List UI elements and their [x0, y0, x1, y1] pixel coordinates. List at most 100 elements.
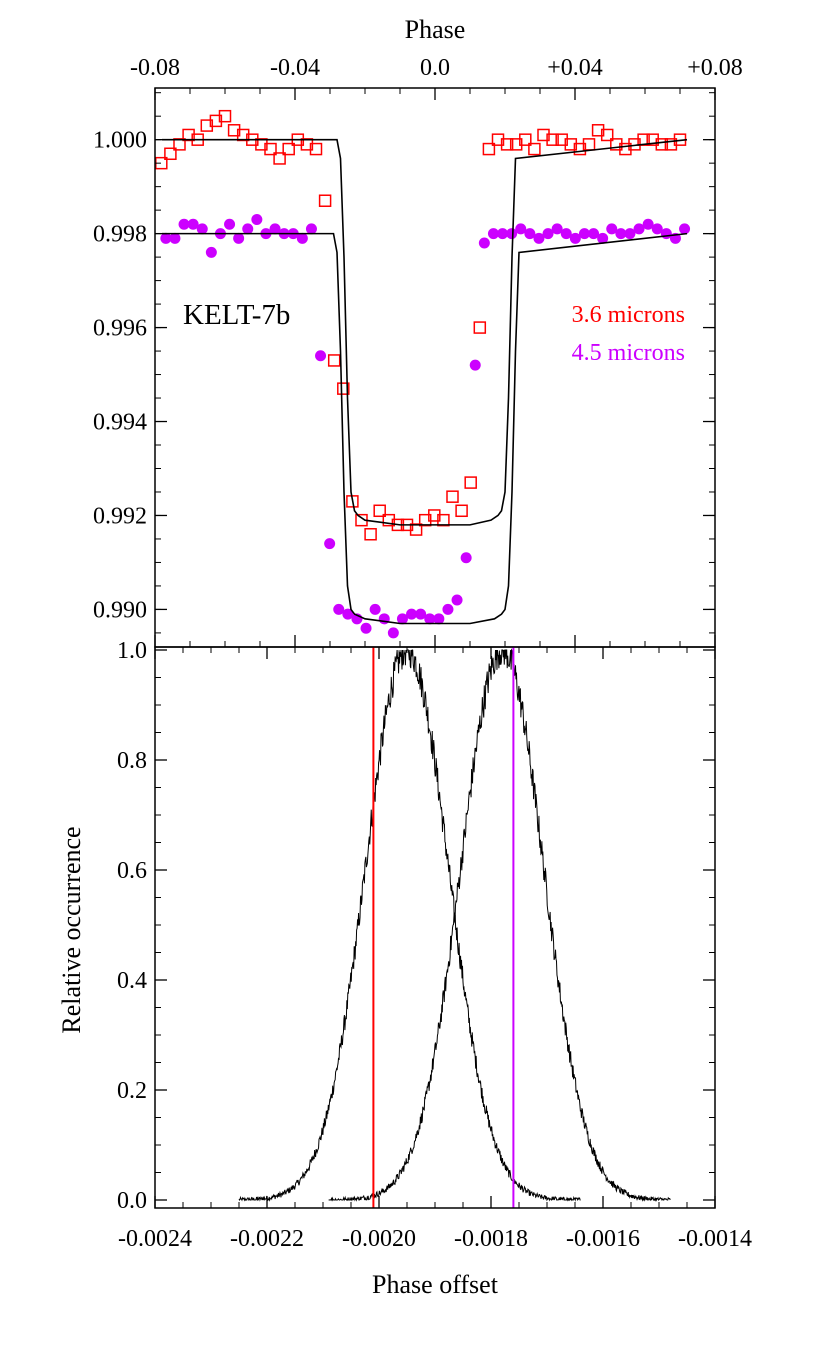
phase-offset-histogram — [328, 648, 671, 1202]
bottom-plot-frame — [154, 646, 716, 1209]
data-point-3-6-microns — [655, 138, 669, 151]
data-point-3-6-microns — [382, 513, 396, 527]
data-point-4-5-microns — [315, 350, 327, 362]
data-point-3-6-microns — [564, 138, 578, 151]
data-point-4-5-microns — [178, 218, 190, 230]
data-point-4-5-microns — [296, 232, 308, 244]
data-point-4-5-microns — [187, 218, 199, 230]
legend-entry-4-5-microns: 4.5 microns — [572, 340, 685, 366]
y-tick-label: 0.4 — [117, 968, 147, 994]
data-point-3-6-microns — [428, 509, 441, 522]
data-point-3-6-microns — [482, 142, 496, 156]
data-point-3-6-microns — [555, 133, 568, 146]
data-point-4-5-microns — [424, 613, 436, 625]
data-point-4-5-microns — [533, 232, 545, 244]
data-point-3-6-microns — [337, 382, 350, 395]
data-point-4-5-microns — [679, 223, 691, 235]
transit-light-curve-panel: 1.000 0.998 0.996 0.994 0.992 0.990 -0.08 -0.04… — [93, 15, 743, 648]
data-point-4-5-microns — [469, 359, 481, 371]
data-point-4-5-microns — [442, 603, 454, 615]
x-tick-label: -0.0024 — [118, 1226, 192, 1252]
data-point-3-6-microns — [664, 138, 678, 151]
data-point-4-5-microns — [497, 228, 509, 240]
x-tick-label: +0.04 — [547, 55, 603, 81]
data-point-3-6-microns — [164, 147, 177, 161]
data-point-4-5-microns — [269, 223, 281, 235]
data-point-4-5-microns — [342, 608, 354, 620]
data-point-4-5-microns — [551, 223, 563, 235]
data-point-3-6-microns — [646, 133, 659, 146]
y-tick-label: 1.000 — [93, 128, 147, 154]
data-point-3-6-microns — [373, 504, 386, 518]
data-point-4-5-microns — [651, 223, 663, 235]
bottom-panel-axes: 0.0 0.2 0.4 0.6 0.8 1.0 -0.0024 -0.0022 -0.0020 -… — [117, 638, 752, 1252]
data-point-4-5-microns — [242, 223, 254, 235]
bottom-y-axis-label: Relative occurrence — [57, 826, 86, 1033]
data-point-3-6-microns — [409, 523, 423, 536]
histogram-series — [238, 647, 671, 1208]
x-tick-label: 0.0 — [420, 55, 450, 81]
y-tick-label: 0.998 — [93, 222, 147, 248]
data-point-3-6-microns — [364, 528, 377, 541]
top-x-axis-label: Phase — [405, 15, 466, 44]
data-point-4-5-microns — [205, 246, 217, 258]
y-tick-label: 0.990 — [93, 597, 147, 623]
x-tick-label: -0.0018 — [454, 1226, 528, 1252]
data-point-4-5-microns — [160, 232, 172, 244]
y-tick-label: 0.2 — [117, 1078, 147, 1104]
x-tick-label: -0.08 — [130, 55, 180, 81]
data-point-4-5-microns — [360, 622, 372, 634]
y-tick-label: 0.996 — [93, 316, 147, 342]
data-point-4-5-microns — [251, 214, 263, 226]
data-point-4-5-microns — [588, 228, 600, 240]
data-point-4-5-microns — [569, 232, 581, 244]
x-tick-label: -0.0014 — [678, 1226, 752, 1252]
x-tick-label: -0.0016 — [566, 1226, 640, 1252]
data-point-3-6-microns — [209, 114, 223, 128]
data-point-4-5-microns — [597, 232, 609, 244]
data-point-4-5-microns — [305, 223, 317, 235]
data-point-4-5-microns — [415, 608, 427, 620]
light-curve-series — [155, 109, 691, 639]
data-point-4-5-microns — [324, 538, 336, 550]
data-point-3-6-microns — [537, 128, 550, 142]
data-point-4-5-microns — [615, 228, 627, 240]
bottom-x-axis-label: Phase offset — [372, 1270, 499, 1299]
data-point-4-5-microns — [515, 223, 527, 235]
y-tick-label: 1.0 — [117, 638, 147, 664]
data-point-4-5-microns — [387, 627, 399, 639]
data-point-3-6-microns — [309, 142, 323, 156]
data-point-4-5-microns — [433, 613, 445, 625]
data-point-4-5-microns — [196, 223, 208, 235]
data-point-3-6-microns — [619, 142, 632, 156]
data-point-3-6-microns — [273, 152, 286, 165]
data-point-3-6-microns — [528, 142, 541, 156]
data-point-4-5-microns — [333, 603, 345, 615]
data-point-4-5-microns — [560, 228, 572, 240]
y-tick-label: 0.8 — [117, 748, 147, 774]
x-tick-label: -0.04 — [270, 55, 320, 81]
data-point-3-6-microns — [500, 138, 514, 151]
data-point-3-6-microns — [446, 490, 459, 503]
transit-model-line — [162, 138, 688, 526]
x-tick-label: -0.0022 — [230, 1226, 304, 1252]
data-point-3-6-microns — [218, 109, 232, 123]
data-point-3-6-microns — [473, 321, 487, 334]
y-tick-label: 0.994 — [93, 410, 147, 436]
phase-offset-histogram — [238, 649, 581, 1202]
x-tick-label: +0.08 — [687, 55, 743, 81]
data-point-3-6-microns — [455, 504, 468, 518]
data-point-3-6-microns — [519, 133, 532, 146]
data-point-4-5-microns — [478, 237, 490, 249]
transit-model-line — [162, 232, 688, 625]
data-point-4-5-microns — [542, 228, 554, 240]
data-point-4-5-microns — [396, 613, 408, 625]
data-point-4-5-microns — [369, 603, 381, 615]
x-tick-label: -0.0020 — [342, 1226, 416, 1252]
data-point-4-5-microns — [633, 223, 645, 235]
data-point-3-6-microns — [327, 354, 341, 367]
data-point-3-6-microns — [546, 133, 559, 146]
data-point-3-6-microns — [573, 142, 587, 156]
data-point-3-6-microns — [282, 142, 295, 156]
